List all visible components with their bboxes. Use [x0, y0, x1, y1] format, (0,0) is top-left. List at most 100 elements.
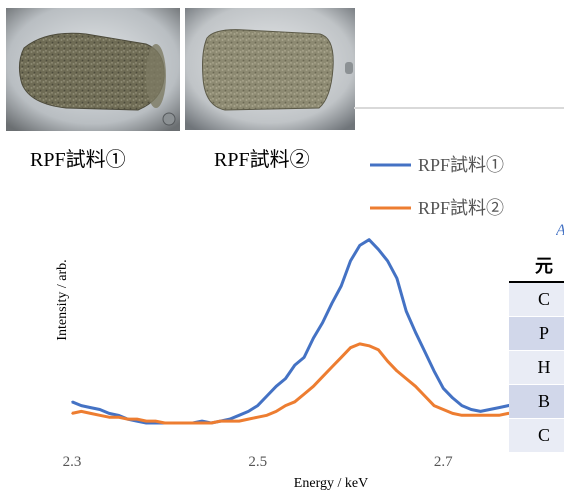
series-2-point: [488, 414, 491, 417]
series-1-point: [451, 397, 454, 399]
series-2-point: [136, 418, 138, 420]
series-line-1: [71, 238, 564, 425]
series-2-point: [201, 422, 203, 424]
series-2-point: [396, 370, 398, 372]
series-1-point: [229, 418, 231, 420]
series-2-point: [331, 366, 333, 368]
series-2-point: [284, 404, 287, 407]
series-1-point: [256, 404, 259, 407]
series-1-point: [275, 385, 278, 388]
series-1-point: [71, 401, 73, 403]
table-title-fragment: A: [556, 222, 564, 242]
series-1-point: [284, 377, 287, 380]
series-2-point: [321, 375, 324, 378]
sample-1-caption: RPF試料①: [30, 149, 126, 171]
series-2-point: [414, 385, 417, 388]
table-cell: 元: [509, 247, 564, 283]
series-line-2: [71, 342, 564, 425]
table-header-row: 元: [509, 247, 564, 283]
series-2-point: [442, 408, 445, 411]
series-2-point: [164, 422, 166, 424]
series-1-point: [303, 356, 305, 359]
series-1-point: [294, 364, 296, 366]
table-cell: B: [509, 384, 564, 419]
series-2-point: [219, 420, 222, 422]
series-1-point: [247, 410, 250, 413]
series-2-point: [479, 414, 482, 417]
series-1-point: [312, 337, 315, 339]
series-1-point: [368, 238, 370, 241]
series-2-point: [498, 414, 500, 417]
series-2-point: [424, 395, 426, 397]
series-1-point: [377, 248, 380, 251]
series-2-point: [386, 360, 389, 363]
series-2-point: [359, 343, 361, 345]
series-2-point: [256, 416, 259, 419]
series-1-point: [321, 321, 324, 324]
legend-label-series-1: RPF試料①: [418, 155, 504, 175]
series-2-point: [173, 422, 175, 424]
series-1-point: [331, 302, 333, 305]
chart-series: [71, 238, 564, 425]
series-1-point: [396, 277, 398, 280]
x-tick-label: 2.3: [63, 454, 82, 470]
series-1-point: [498, 406, 500, 409]
table-cell: P: [509, 316, 564, 351]
series-1-point: [414, 331, 417, 334]
series-2-point: [126, 418, 129, 420]
series-1-point: [349, 260, 352, 262]
series-1-point: [99, 408, 101, 411]
x-tick-label: 2.7: [434, 454, 453, 470]
series-2-point: [451, 412, 454, 415]
series-2-point: [433, 404, 435, 407]
series-1-point: [359, 244, 361, 247]
y-axis-title: Intensity / arb.: [55, 259, 70, 340]
series-2-point: [349, 346, 352, 349]
series-2-point: [377, 348, 380, 351]
series-1-point: [507, 404, 510, 407]
series-2-point: [247, 418, 250, 420]
series-1-point: [461, 404, 463, 407]
series-2-point: [80, 410, 83, 413]
series-2-point: [303, 393, 305, 395]
x-axis-title: Energy / keV: [294, 476, 368, 491]
series-1-point: [108, 412, 110, 415]
table-row: P: [509, 316, 564, 351]
legend-label-series-2: RPF試料②: [418, 198, 504, 218]
series-2-point: [470, 414, 473, 417]
series-2-point: [405, 377, 408, 380]
series-2-point: [507, 412, 510, 415]
table-row: H: [509, 350, 564, 385]
series-2-point: [108, 416, 110, 419]
series-2-point: [461, 414, 463, 417]
series-2-point: [368, 345, 370, 347]
series-1-point: [424, 350, 426, 353]
table-row: C: [509, 418, 564, 453]
series-1-point: [340, 285, 343, 287]
series-2-point: [210, 422, 212, 424]
series-1-point: [386, 260, 389, 262]
x-tick-label: 2.5: [248, 454, 267, 470]
series-2-point: [154, 420, 157, 422]
series-2-point: [71, 412, 73, 415]
rpf-sample-2-photo: [185, 8, 355, 130]
series-2-point: [117, 416, 120, 419]
series-2-point: [182, 422, 185, 424]
series-1-point: [238, 414, 240, 417]
table-row: B: [509, 384, 564, 419]
series-2-point: [312, 385, 315, 388]
series-1-point: [442, 387, 445, 390]
series-2-point: [340, 356, 343, 359]
series-2-point: [229, 420, 231, 422]
x-axis-ticks: 2.3 2.5 2.7: [63, 454, 454, 470]
table-cell: H: [509, 350, 564, 385]
table-cell: C: [509, 281, 564, 317]
series-1-point: [89, 406, 92, 409]
series-1-point: [405, 310, 408, 312]
series-2-point: [145, 420, 148, 422]
series-2-point: [266, 414, 268, 417]
series-2-point: [275, 410, 278, 413]
series-2-point: [191, 422, 194, 424]
